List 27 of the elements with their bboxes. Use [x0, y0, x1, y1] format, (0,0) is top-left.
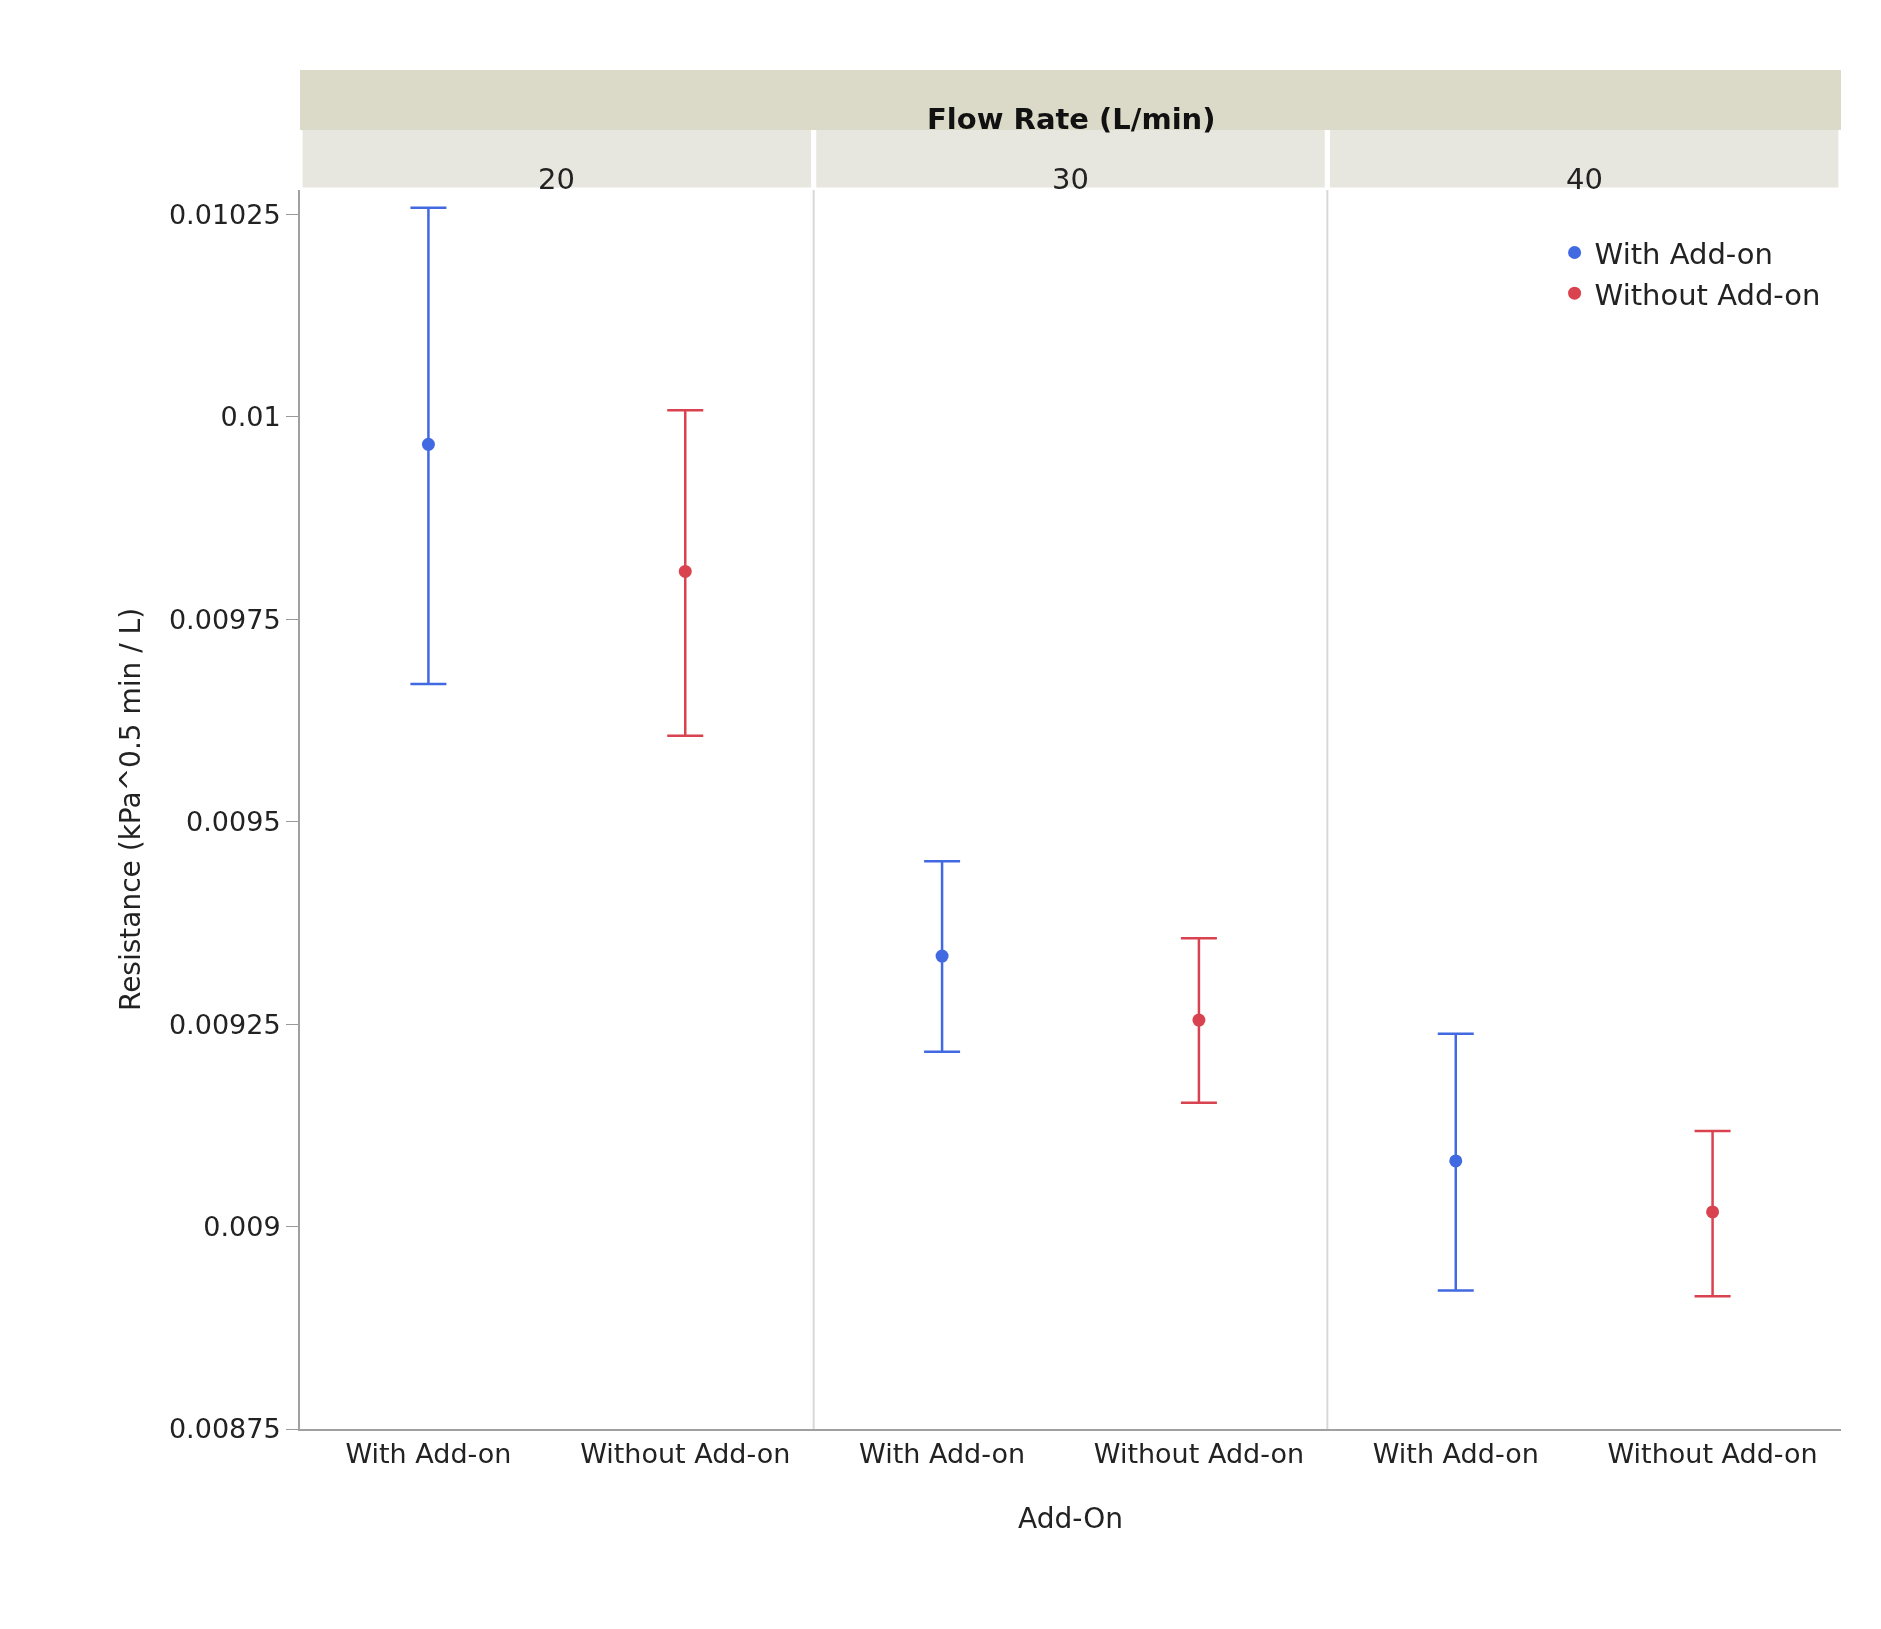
x-tick-label: Without Add-on: [1607, 1438, 1818, 1470]
y-tick-label: 0.00975: [168, 603, 281, 635]
annotation: 30: [1052, 162, 1089, 196]
y-axis-title: Resistance (kPa^0.5 min / L): [114, 607, 148, 1012]
x-tick-label: With Add-on: [859, 1438, 1026, 1470]
annotation: 40: [1566, 162, 1603, 196]
x-tick-label: With Add-on: [1372, 1438, 1539, 1470]
x-tick-label: With Add-on: [345, 1438, 512, 1470]
chart-title: Flow Rate (L/min): [927, 102, 1216, 136]
legend-label: With Add-on: [1594, 236, 1773, 271]
x-tick-label: Without Add-on: [580, 1438, 791, 1470]
y-tick-label: 0.01025: [168, 198, 281, 230]
y-tick-label: 0.00925: [168, 1008, 281, 1040]
point: [935, 949, 949, 963]
y-tick-label: 0.00875: [168, 1413, 281, 1445]
point: [678, 564, 692, 578]
y-tick-label: 0.0095: [186, 806, 281, 838]
legend-label: Without Add-on: [1594, 277, 1821, 312]
point: [421, 437, 435, 451]
point: [1192, 1013, 1206, 1027]
x-axis-title: Add-On: [1018, 1502, 1123, 1535]
y-tick-label: 0.009: [203, 1211, 281, 1242]
y-tick-label: 0.01: [220, 401, 281, 433]
annotation: 20: [538, 162, 575, 196]
point: [1449, 1154, 1463, 1168]
point: [1706, 1205, 1720, 1219]
x-tick-label: Without Add-on: [1093, 1438, 1305, 1470]
